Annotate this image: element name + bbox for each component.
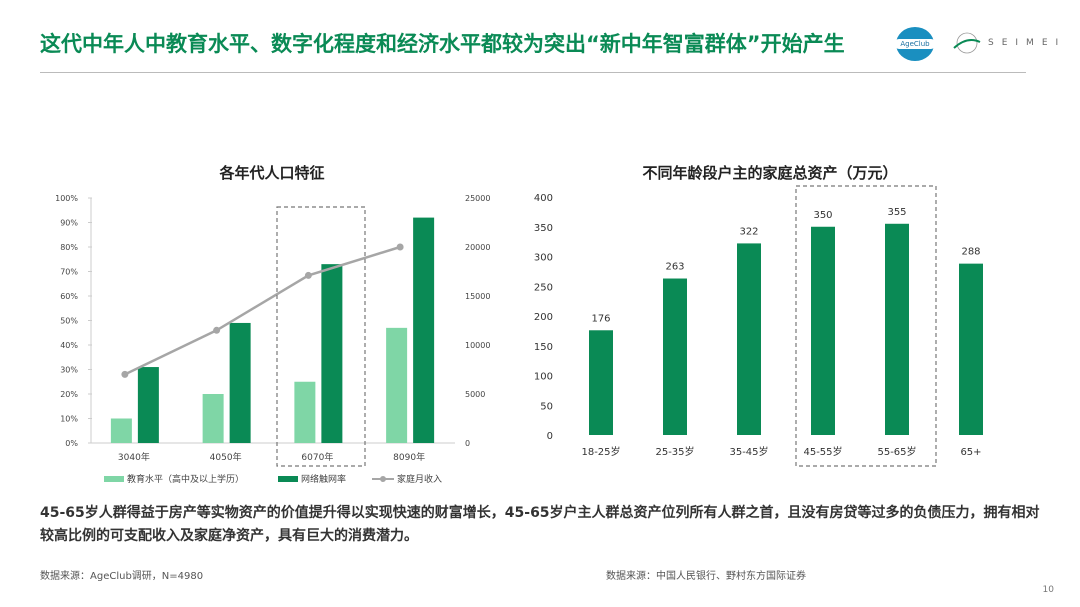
- ageclub-logo: AgeClub: [894, 27, 936, 61]
- highlight-box: [795, 185, 937, 467]
- y2-tick-label: 0: [465, 439, 470, 448]
- bar-assets: [737, 243, 761, 435]
- x-tick-label: 6070年: [301, 451, 333, 463]
- y-tick-label: 70%: [60, 268, 78, 277]
- y-tick-label: 250: [534, 282, 553, 293]
- data-label: 322: [739, 226, 758, 237]
- point-income: [304, 271, 312, 279]
- data-label: 355: [887, 207, 906, 218]
- page-title: 这代中年人中教育水平、数字化程度和经济水平都较为突出“新中年智富群体”开始产生: [40, 32, 845, 56]
- bar-assets: [885, 223, 909, 435]
- summary-text: 45-65岁人群得益于房产等实物资产的价值提升得以实现快速的财富增长，45-65…: [40, 505, 1040, 544]
- x-tick-label: 45-55岁: [803, 445, 842, 458]
- y-tick-label: 90%: [60, 219, 78, 228]
- bar-assets: [663, 278, 687, 435]
- bar-assets: [589, 330, 613, 435]
- bar-education: [386, 327, 408, 443]
- chart2-title: 不同年龄段户主的家庭总资产（万元）: [642, 164, 897, 182]
- point-income: [213, 326, 221, 334]
- bar-education: [294, 381, 316, 443]
- bar-assets: [959, 263, 983, 435]
- chart1-title: 各年代人口特征: [218, 164, 324, 182]
- y-tick-label: 50: [540, 401, 553, 412]
- bar-internet: [137, 367, 159, 443]
- data-label: 263: [665, 262, 684, 273]
- y-tick-label: 150: [534, 342, 553, 353]
- y-tick-label: 100: [534, 372, 553, 383]
- y-tick-label: 350: [534, 223, 553, 234]
- x-tick-label: 3040年: [118, 451, 150, 463]
- data-label: 176: [591, 313, 610, 324]
- point-income: [396, 243, 404, 251]
- x-tick-label: 55-65岁: [877, 445, 916, 458]
- bar-education: [202, 394, 224, 443]
- source-right: 数据来源：中国人民银行、野村东方国际证券: [606, 571, 806, 582]
- point-income: [121, 370, 129, 378]
- y-tick-label: 10%: [60, 415, 78, 424]
- x-tick-label: 4050年: [210, 451, 242, 463]
- x-tick-label: 35-45岁: [729, 445, 768, 458]
- y-tick-label: 30%: [60, 366, 78, 375]
- data-label: 288: [961, 247, 980, 258]
- legend-swatch: [104, 476, 124, 482]
- source-left: 数据来源：AgeClub调研，N=4980: [40, 571, 204, 582]
- legend-label: 家庭月收入: [397, 473, 442, 485]
- y-tick-label: 20%: [60, 390, 78, 399]
- y-tick-label: 60%: [60, 292, 78, 301]
- y-tick-label: 50%: [60, 317, 78, 326]
- y2-tick-label: 20000: [465, 243, 490, 252]
- y-tick-label: 0%: [65, 439, 78, 448]
- y2-tick-label: 15000: [465, 292, 490, 301]
- x-tick-label: 8090年: [393, 451, 425, 463]
- title-divider: [40, 72, 1026, 73]
- y-tick-label: 400: [534, 193, 553, 204]
- bar-education: [110, 418, 132, 443]
- y-tick-label: 80%: [60, 243, 78, 252]
- x-tick-label: 25-35岁: [655, 445, 694, 458]
- legend-swatch: [278, 476, 298, 482]
- y-tick-label: 300: [534, 253, 553, 264]
- bar-internet: [229, 322, 251, 443]
- bar-internet: [413, 217, 435, 443]
- y2-tick-label: 25000: [465, 194, 490, 203]
- y-tick-label: 100%: [55, 194, 78, 203]
- legend-label: 教育水平（高中及以上学历）: [127, 473, 244, 485]
- page-number: 10: [1042, 585, 1054, 595]
- y-tick-label: 40%: [60, 341, 78, 350]
- bar-internet: [321, 264, 343, 443]
- bar-assets: [811, 226, 835, 435]
- y-tick-label: 0: [547, 431, 553, 442]
- highlight-box: [276, 206, 366, 467]
- x-tick-label: 18-25岁: [581, 445, 620, 458]
- y2-tick-label: 5000: [465, 390, 485, 399]
- legend-swatch: [380, 476, 386, 482]
- data-label: 350: [813, 210, 832, 221]
- seimei-logo: [952, 32, 982, 58]
- x-tick-label: 65+: [960, 447, 981, 458]
- y2-tick-label: 10000: [465, 341, 490, 350]
- y-tick-label: 200: [534, 312, 553, 323]
- line-income: [124, 245, 401, 376]
- legend-label: 网络触网率: [301, 473, 346, 485]
- seimei-text: SEIMEI: [988, 38, 1067, 48]
